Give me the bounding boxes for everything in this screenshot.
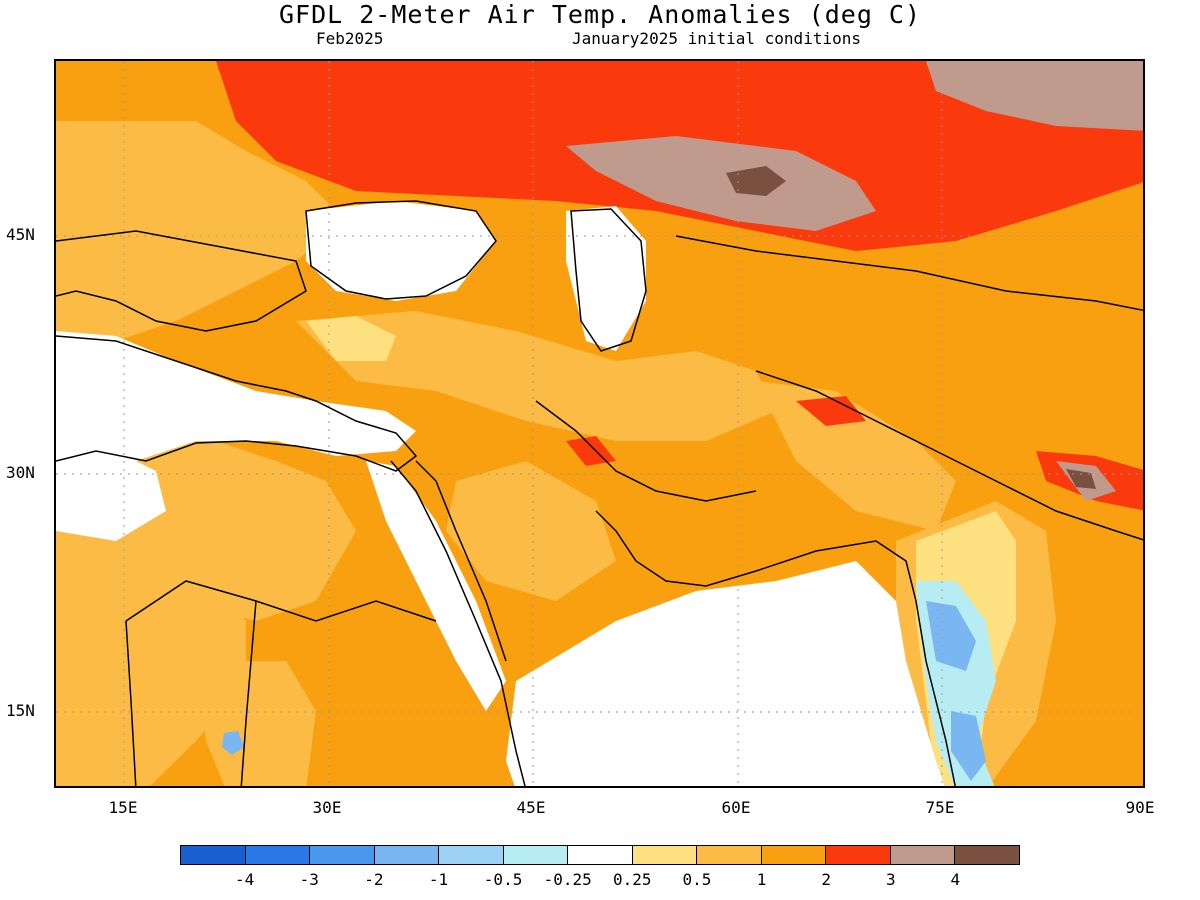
x-tick-60E: 60E xyxy=(721,798,751,817)
colorbar-label: -0.25 xyxy=(543,870,592,889)
field-neutral-caspian xyxy=(566,206,646,351)
colorbar-swatch-8 xyxy=(697,846,762,864)
field-mild-europe xyxy=(56,121,346,341)
colorbar-swatch-5 xyxy=(503,846,569,864)
x-tick-15E: 15E xyxy=(108,798,138,817)
x-tick-90E: 90E xyxy=(1125,798,1155,817)
colorbar-label: -1 xyxy=(428,870,449,889)
colorbar-swatch-9 xyxy=(761,846,827,864)
field-mild-sudan xyxy=(196,661,316,786)
chart-title: GFDL 2-Meter Air Temp. Anomalies (deg C) xyxy=(278,0,922,29)
colorbar-swatch-10 xyxy=(826,846,891,864)
x-tick-45E: 45E xyxy=(516,798,546,817)
x-tick-75E: 75E xyxy=(925,798,955,817)
init-conditions-label: January2025 initial conditions xyxy=(572,29,861,48)
field-neutral-mediterranean xyxy=(56,331,416,461)
field-cool-india xyxy=(926,601,976,671)
colorbar-swatch-12 xyxy=(955,846,1019,864)
x-tick-30E: 30E xyxy=(312,798,342,817)
colorbar xyxy=(180,845,1020,865)
colorbar-swatch-2 xyxy=(310,846,375,864)
field-strong-iran-patch xyxy=(796,396,866,426)
field-mild-north-africa xyxy=(56,561,246,786)
field-cool-africa xyxy=(222,731,244,755)
colorbar-label: 0.5 xyxy=(682,870,712,889)
field-neutral-red-sea xyxy=(366,461,506,711)
field-cool-india-south xyxy=(951,711,986,781)
colorbar-swatch-1 xyxy=(245,846,311,864)
colorbar-label: -0.5 xyxy=(483,870,523,889)
colorbar-label: 3 xyxy=(885,870,896,889)
field-verystrong-siberia xyxy=(926,61,1143,131)
anomaly-map xyxy=(56,61,1143,786)
coastlines xyxy=(56,200,1143,786)
field-neutral-black-sea xyxy=(306,201,496,301)
y-tick-15N: 15N xyxy=(6,701,35,720)
colorbar-label: 0.25 xyxy=(613,870,652,889)
field-mild-pakistan xyxy=(756,381,956,531)
valid-month-label: Feb2025 xyxy=(316,29,384,48)
field-extreme-russia xyxy=(726,166,786,196)
colorbar-label: 2 xyxy=(821,870,831,889)
field-mild-turkey-iran xyxy=(296,311,776,441)
colorbar-swatch-3 xyxy=(374,846,440,864)
y-tick-30N: 30N xyxy=(6,463,35,482)
graticule xyxy=(56,61,1143,786)
field-verystrong-russia xyxy=(566,136,876,231)
colorbar-swatch-0 xyxy=(181,846,246,864)
colorbar-label: -2 xyxy=(364,870,384,889)
colorbar-label: 4 xyxy=(950,870,961,889)
colorbar-label: -3 xyxy=(299,870,319,889)
colorbar-label: 1 xyxy=(756,870,767,889)
map-panel xyxy=(54,59,1145,788)
colorbar-swatch-6 xyxy=(568,846,633,864)
y-tick-45N: 45N xyxy=(6,225,35,244)
field-neutral-arabian-sea xyxy=(506,561,945,786)
colorbar-swatch-4 xyxy=(439,846,504,864)
field-mild-arabia xyxy=(446,461,616,601)
colorbar-swatch-7 xyxy=(632,846,698,864)
colorbar-label: -4 xyxy=(234,870,255,889)
colorbar-swatch-11 xyxy=(890,846,956,864)
field-neutral-sahara xyxy=(56,441,166,541)
